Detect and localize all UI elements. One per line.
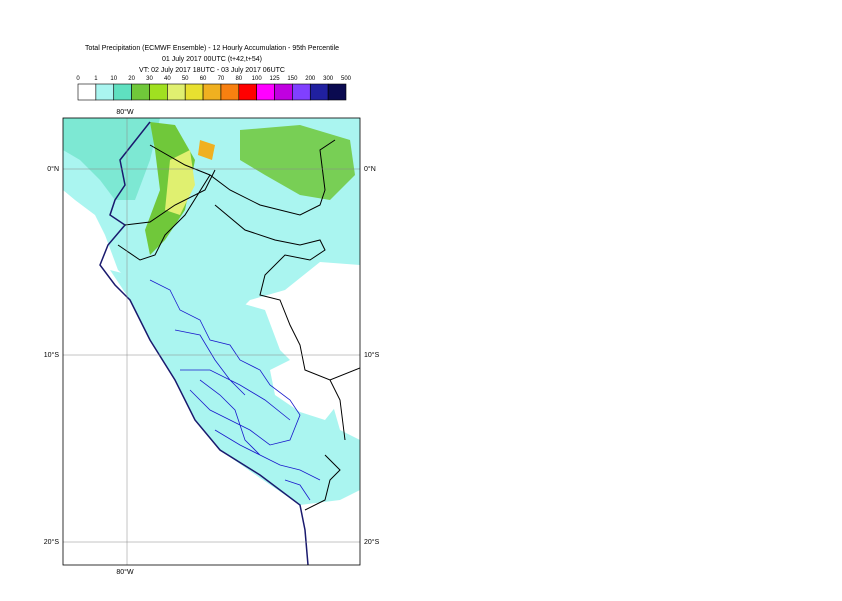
- legend-label: 500: [341, 76, 352, 82]
- legend-swatch: [167, 83, 186, 101]
- legend-label: 50: [182, 76, 189, 82]
- legend-label: 40: [164, 76, 171, 82]
- legend-swatch: [95, 83, 115, 101]
- region-borders: [149, 279, 321, 501]
- map-frame: [62, 117, 361, 566]
- lon-label: 80°W: [116, 108, 134, 116]
- lat-label: 10°S: [364, 351, 380, 359]
- legend-label: 1: [94, 76, 98, 82]
- legend-label: 70: [218, 76, 225, 82]
- legend-swatch: [292, 83, 311, 101]
- legend-label: 300: [323, 76, 334, 82]
- dry-area: [270, 355, 345, 420]
- legend-label: 150: [287, 76, 298, 82]
- legend-swatch: [131, 83, 150, 101]
- lat-label: 10°S: [44, 351, 60, 359]
- legend-label: 125: [270, 76, 281, 82]
- legend-swatch: [238, 83, 257, 101]
- valid-time: VT: 02 July 2017 18UTC - 03 July 2017 06…: [139, 67, 285, 74]
- map: 80°W 80°W 0°N 0°N 10°S 10°S 20°S 20°S: [44, 108, 380, 576]
- precip-20: [240, 125, 355, 200]
- legend-swatch: [327, 83, 347, 101]
- legend-swatch: [220, 83, 240, 101]
- precip-land: [110, 270, 360, 505]
- legend-swatch: [274, 83, 293, 101]
- precip-10: [63, 118, 160, 200]
- run-time: 01 July 2017 00UTC (t+42,t+54): [162, 56, 262, 63]
- lat-label: 20°S: [44, 538, 60, 546]
- lat-label: 0°N: [364, 165, 376, 173]
- legend-swatch: [202, 83, 222, 101]
- legend-swatch: [149, 83, 168, 101]
- legend-label: 20: [128, 76, 135, 82]
- legend-label: 100: [252, 76, 263, 82]
- legend-label: 0: [76, 76, 80, 82]
- legend-swatch: [77, 83, 97, 101]
- country-borders: [117, 139, 360, 511]
- lat-label: 20°S: [364, 538, 380, 546]
- title: Total Precipitation (ECMWF Ensemble) - 1…: [85, 45, 339, 52]
- legend: 0 1 10 20 30 40 50 60 70 80 100 125 150 200 300 500: [76, 76, 352, 101]
- legend-label: 30: [146, 76, 153, 82]
- legend-label: 80: [235, 76, 242, 82]
- lon-label: 80°W: [116, 568, 134, 576]
- legend-swatch: [113, 83, 132, 101]
- legend-label: 10: [110, 76, 117, 82]
- coastline: [99, 121, 309, 565]
- legend-label: 60: [200, 76, 207, 82]
- legend-swatch: [184, 83, 204, 101]
- precip-60: [198, 140, 215, 160]
- legend-swatch: [256, 83, 275, 101]
- legend-label: 200: [305, 76, 316, 82]
- legend-swatch: [309, 83, 329, 101]
- lat-label: 0°N: [47, 165, 59, 173]
